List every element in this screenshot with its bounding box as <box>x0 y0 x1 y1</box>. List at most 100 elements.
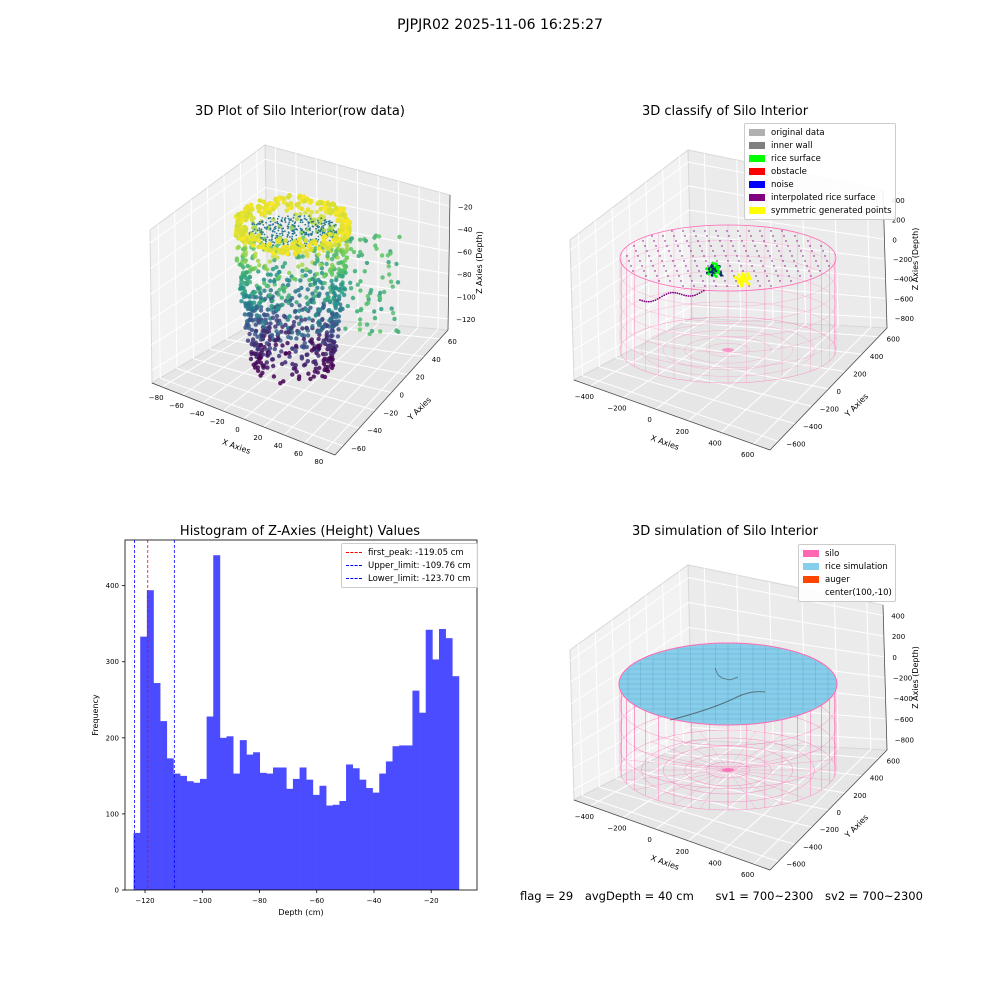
p1-data-point <box>261 277 267 282</box>
p1-data-point <box>321 238 327 244</box>
p1-data-point <box>312 261 318 266</box>
p1-data-point <box>280 285 285 290</box>
p1-z-axis-label: Z Axies (Depth) <box>475 231 484 294</box>
p1-data-point <box>333 347 338 353</box>
p1-data-point <box>262 288 267 293</box>
p2-interpolated-point <box>656 298 659 300</box>
p1-data-point <box>246 210 251 216</box>
p2-interpolated-point <box>819 270 821 272</box>
p1-data-point <box>272 223 275 225</box>
p2-interpolated-point <box>656 275 658 277</box>
p4-z-tick: 400 <box>891 612 904 620</box>
p1-data-point <box>297 215 300 218</box>
histogram-bar <box>286 788 294 890</box>
p1-data-point <box>287 270 292 276</box>
p1-data-point <box>276 331 281 337</box>
p1-grid-x <box>243 169 359 420</box>
p1-data-point <box>320 217 323 220</box>
p1-data-point <box>394 261 399 267</box>
p4-rice-depression <box>669 691 766 721</box>
p2-z-tick: 200 <box>892 217 905 225</box>
p1-data-point <box>269 227 272 230</box>
p1-data-point <box>337 294 342 299</box>
p1-data-point <box>262 281 267 286</box>
p1-data-point <box>265 312 270 318</box>
p1-data-point <box>279 233 281 235</box>
histogram-bar <box>133 832 141 890</box>
p1-data-point <box>291 238 294 241</box>
p1-data-point <box>314 223 317 226</box>
p1-data-point <box>311 374 316 379</box>
p1-data-point <box>342 287 348 292</box>
p2-interpolated-point <box>658 280 660 282</box>
p2-x-tick: 0 <box>647 416 651 424</box>
histogram-bar <box>186 781 194 890</box>
p2-interpolated-point <box>705 260 707 262</box>
p2-interpolated-point <box>698 292 701 294</box>
p2-silo-ring <box>619 301 837 368</box>
p1-data-point <box>265 221 267 224</box>
p1-data-point <box>235 212 241 217</box>
p2-interpolated-point <box>643 270 645 272</box>
panel1-title: 3D Plot of Silo Interior(row data) <box>195 104 405 119</box>
p1-data-point <box>252 254 258 259</box>
p1-data-point <box>331 265 336 270</box>
p1-data-point <box>251 215 256 221</box>
p1-data-point <box>326 241 332 246</box>
p2-interpolated-point <box>686 240 688 242</box>
p1-data-point <box>316 353 321 358</box>
p2-silo-top <box>619 224 837 292</box>
p1-data-point <box>251 235 257 241</box>
p1-data-point <box>305 227 307 230</box>
p1-data-point <box>257 314 262 319</box>
p1-data-point <box>357 322 363 327</box>
p1-data-point <box>298 278 303 283</box>
p1-data-point <box>252 342 257 347</box>
p1-data-point <box>340 251 346 256</box>
p1-x-tick: 60 <box>294 450 303 458</box>
p1-data-point <box>319 229 322 231</box>
p1-data-point <box>287 215 289 218</box>
p2-interpolated-point <box>691 280 693 282</box>
p1-data-point <box>325 295 331 300</box>
p1-data-point <box>327 344 332 349</box>
p2-interpolated-point <box>637 255 639 257</box>
p4-silo-spoke <box>634 769 729 791</box>
p1-data-point <box>376 234 382 239</box>
p2-symmetric-point <box>746 274 750 278</box>
p1-data-point <box>305 251 310 257</box>
p1-data-point <box>340 231 345 236</box>
simulation-legend: silo rice simulation auger center(100,-10) <box>798 544 896 602</box>
p2-grid-y <box>577 233 779 442</box>
p4-y-tick: −600 <box>786 860 805 868</box>
p1-data-point <box>272 234 274 237</box>
p2-interpolated-point <box>724 280 726 282</box>
p1-data-point <box>336 327 341 332</box>
p1-data-point <box>323 272 328 277</box>
p2-interpolated-point <box>727 260 729 262</box>
p1-data-point <box>246 326 252 331</box>
p1-data-point <box>291 235 294 238</box>
p1-data-point <box>349 236 355 241</box>
p2-interpolated-point <box>651 235 653 237</box>
p2-interpolated-point <box>700 275 702 277</box>
p1-data-point <box>317 221 320 224</box>
p2-x-tick: 200 <box>676 428 689 436</box>
p1-data-point <box>301 194 307 199</box>
p2-interpolated-point <box>695 235 697 237</box>
p4-grid-z <box>570 601 884 683</box>
p1-data-point <box>382 289 387 295</box>
p1-data-point <box>253 228 256 231</box>
p1-data-point <box>317 291 322 296</box>
p4-grid-x <box>622 574 742 818</box>
p2-interpolated-point <box>751 265 753 267</box>
p2-interpolated-point <box>761 235 763 237</box>
p1-data-point <box>297 225 300 227</box>
p2-interpolated-point <box>654 299 657 301</box>
p2-interpolated-point <box>757 280 759 282</box>
p1-data-point <box>274 265 279 270</box>
p2-interpolated-point <box>824 255 826 257</box>
p1-data-point <box>281 232 283 235</box>
p2-grid-x <box>753 186 872 445</box>
p4-z-tick: −400 <box>894 695 913 703</box>
